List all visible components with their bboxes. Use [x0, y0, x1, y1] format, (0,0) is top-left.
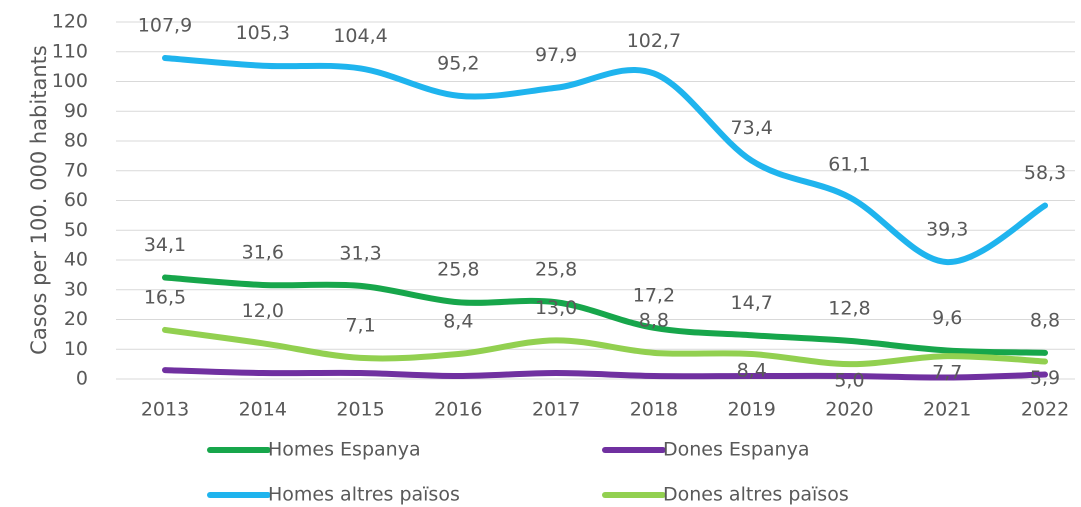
legend-label: Dones altres països: [663, 484, 849, 506]
x-tick-label: 2017: [532, 399, 580, 421]
data-label: 25,8: [535, 259, 577, 281]
x-tick-label: 2015: [336, 399, 384, 421]
data-label: 8,8: [1030, 309, 1060, 331]
legend-label: Homes Espanya: [268, 439, 421, 461]
y-tick-label: 100: [52, 70, 88, 92]
x-tick-label: 2014: [239, 399, 287, 421]
data-label: 8,4: [737, 360, 767, 382]
y-tick-label: 70: [64, 159, 88, 181]
x-tick-label: 2021: [923, 399, 971, 421]
data-label: 39,3: [926, 219, 968, 241]
legend-label: Dones Espanya: [663, 439, 809, 461]
data-label: 12,8: [828, 297, 870, 319]
series-line: [162, 326, 1049, 368]
x-tick-label: 2013: [141, 399, 189, 421]
data-label: 8,4: [443, 311, 473, 333]
data-label: 105,3: [236, 22, 290, 44]
data-label: 7,1: [345, 314, 375, 336]
y-tick-label: 10: [64, 338, 88, 360]
data-label: 5,9: [1030, 367, 1060, 389]
series-line: [162, 274, 1049, 356]
data-label: 73,4: [731, 117, 773, 139]
data-label: 12,0: [242, 300, 284, 322]
y-tick-label: 20: [64, 308, 88, 330]
x-tick-label: 2018: [630, 399, 678, 421]
data-label: 14,7: [731, 292, 773, 314]
data-label: 58,3: [1024, 162, 1066, 184]
x-tick-label: 2022: [1021, 399, 1069, 421]
y-tick-label: 80: [64, 130, 88, 152]
y-tick-label: 60: [64, 189, 88, 211]
series-line: [162, 54, 1049, 266]
data-label: 17,2: [633, 284, 675, 306]
data-label: 31,6: [242, 241, 284, 263]
legend-label: Homes altres països: [268, 484, 460, 506]
data-label: 16,5: [144, 286, 186, 308]
data-label: 8,8: [639, 309, 669, 331]
data-label: 31,3: [339, 242, 381, 264]
y-tick-label: 50: [64, 219, 88, 241]
y-tick-label: 120: [52, 11, 88, 33]
data-label: 13,0: [535, 297, 577, 319]
x-tick-label: 2020: [825, 399, 873, 421]
y-tick-label: 110: [52, 40, 88, 62]
data-label: 102,7: [627, 30, 681, 52]
data-label: 107,9: [138, 14, 192, 36]
data-label: 34,1: [144, 234, 186, 256]
data-label: 5,0: [834, 370, 864, 392]
data-label: 25,8: [437, 259, 479, 281]
x-tick-label: 2019: [728, 399, 776, 421]
data-label: 9,6: [932, 307, 962, 329]
y-tick-label: 40: [64, 249, 88, 271]
series-line: [162, 367, 1049, 381]
data-label: 7,7: [932, 362, 962, 384]
y-tick-label: 30: [64, 278, 88, 300]
y-axis-title: Casos per 100. 000 habitants: [27, 45, 51, 355]
x-tick-label: 2016: [434, 399, 482, 421]
y-tick-label: 90: [64, 100, 88, 122]
data-label: 95,2: [437, 52, 479, 74]
data-label: 97,9: [535, 44, 577, 66]
data-label: 61,1: [828, 154, 870, 176]
data-label: 104,4: [333, 25, 387, 47]
y-tick-label: 0: [76, 368, 88, 390]
